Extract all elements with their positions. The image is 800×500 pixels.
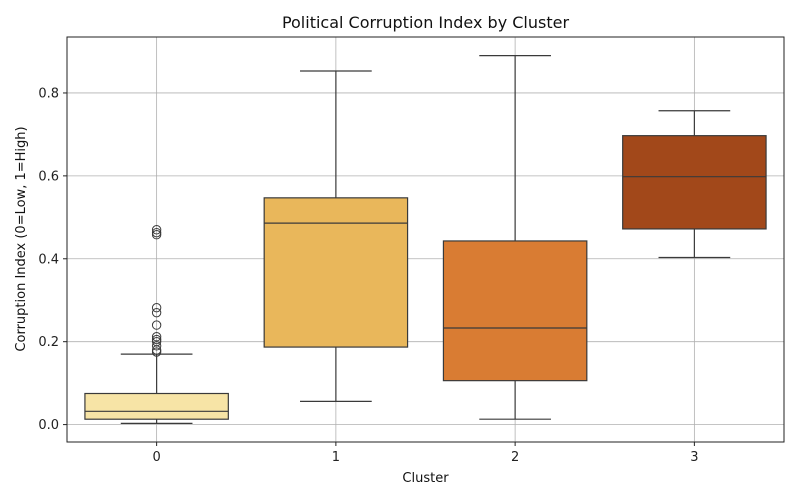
x-tick-label: 3: [690, 450, 698, 465]
box-cluster-2: [442, 55, 588, 420]
x-axis-ticks: 0 1 2 3: [152, 442, 699, 465]
y-axis-label: Corruption Index (0=Low, 1=High): [14, 126, 29, 351]
plot-frame: [66, 36, 785, 443]
x-axis-label: Cluster: [402, 471, 449, 486]
outlier-point: [151, 341, 162, 351]
box-cluster-1: [263, 70, 409, 402]
outlier-point: [151, 320, 162, 330]
y-tick-label: 0.2: [38, 335, 59, 350]
outlier-point: [151, 302, 162, 313]
outlier-point: [151, 307, 162, 318]
y-axis-ticks: 0.0 0.2 0.4 0.6 0.8: [38, 86, 67, 433]
chart-title: Political Corruption Index by Cluster: [282, 13, 570, 32]
y-tick-label: 0.6: [38, 169, 59, 184]
x-tick-label: 0: [152, 450, 160, 465]
y-tick-label: 0.8: [38, 86, 59, 101]
box-iqr: [84, 392, 229, 420]
x-tick-label: 1: [332, 450, 340, 465]
x-tick-label: 2: [511, 450, 519, 465]
y-tick-label: 0.4: [38, 252, 59, 267]
box-iqr: [263, 197, 409, 348]
grid-lines: [67, 37, 784, 442]
outlier-point: [151, 225, 162, 235]
outlier-point: [151, 334, 162, 345]
outlier-point: [151, 227, 162, 238]
box-cluster-3: [622, 110, 767, 259]
box-iqr: [442, 240, 588, 382]
box-series: [84, 55, 767, 424]
outlier-point: [151, 332, 162, 342]
box-cluster-0: [84, 225, 229, 424]
box-iqr: [622, 135, 767, 230]
y-tick-label: 0.0: [38, 418, 59, 433]
